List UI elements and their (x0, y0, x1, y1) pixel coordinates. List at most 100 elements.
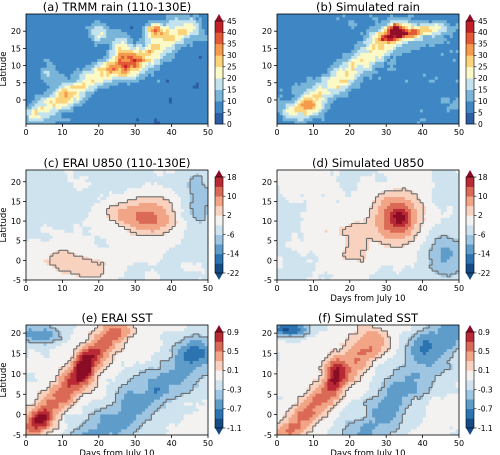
heatmap-cell (76, 40, 81, 45)
heatmap-cell (407, 64, 412, 68)
heatmap-cell (52, 190, 57, 195)
heatmap-cell (378, 25, 382, 30)
heatmap-cell (399, 120, 403, 124)
heatmap-cell (291, 16, 296, 21)
heatmap-cell (324, 34, 329, 39)
heatmap-cell (186, 108, 191, 113)
heatmap-cell (393, 117, 397, 122)
heatmap-cell (437, 85, 442, 89)
heatmap-cell (440, 52, 445, 56)
heatmap-cell (315, 28, 320, 33)
heatmap-cell (177, 111, 182, 116)
heatmap-cell (79, 37, 83, 42)
heatmap-cell (357, 85, 361, 89)
heatmap-cell (449, 102, 454, 107)
heatmap-cell (363, 99, 367, 104)
heatmap-cell (189, 55, 194, 59)
heatmap-cell (73, 117, 78, 122)
heatmap-cell (151, 43, 155, 48)
heatmap-cell (279, 70, 284, 74)
heatmap-cell (79, 114, 83, 119)
heatmap-cell (121, 79, 125, 83)
heatmap-cell (387, 46, 391, 50)
heatmap-cell (419, 67, 424, 71)
heatmap-cell (443, 93, 448, 98)
heatmap-cell (384, 120, 388, 124)
heatmap-cell (195, 61, 200, 65)
heatmap-cell (115, 25, 119, 30)
heatmap-cell (31, 88, 36, 92)
heatmap-cell (404, 90, 409, 95)
heatmap-cell (336, 105, 340, 110)
heatmap-cell (345, 70, 349, 74)
heatmap-cell (306, 88, 311, 92)
heatmap-cell (410, 120, 415, 124)
heatmap-cell (49, 22, 54, 27)
heatmap-cell (46, 82, 51, 86)
heatmap-cell (431, 25, 436, 30)
heatmap-cell (58, 79, 63, 83)
heatmap-cell (124, 105, 128, 110)
heatmap-cell (61, 111, 66, 116)
heatmap-cell (396, 99, 400, 104)
heatmap-cell (186, 58, 191, 62)
heatmap-cell (153, 70, 158, 74)
heatmap-cell (31, 276, 36, 280)
heatmap-cell (195, 14, 200, 18)
heatmap-cell (363, 93, 367, 98)
heatmap-cell (159, 43, 164, 48)
heatmap-cell (330, 76, 334, 80)
heatmap-cell (413, 49, 418, 53)
heatmap-cell (455, 46, 459, 50)
heatmap-cell (422, 99, 427, 104)
heatmap-cell (121, 58, 125, 62)
heatmap-cell (31, 217, 36, 221)
heatmap-cell (139, 76, 143, 80)
heatmap-cell (282, 25, 287, 30)
heatmap-cell (43, 14, 48, 18)
heatmap-cell (145, 79, 149, 83)
heatmap-cell (396, 58, 400, 62)
heatmap-cell (357, 37, 361, 42)
heatmap-cell (390, 102, 394, 107)
heatmap-cell (43, 202, 48, 206)
heatmap-cell (82, 73, 86, 77)
heatmap-cell (40, 88, 45, 92)
heatmap-cell (330, 88, 334, 92)
heatmap-cell (61, 120, 66, 124)
heatmap-cell (366, 73, 370, 77)
heatmap-cell (124, 111, 128, 116)
heatmap-cell (201, 114, 206, 119)
heatmap-cell (443, 28, 448, 33)
heatmap-cell (357, 88, 361, 92)
heatmap-cell (384, 105, 388, 110)
heatmap-cell (43, 229, 48, 233)
heatmap-cell (437, 37, 442, 42)
heatmap-cell (31, 170, 36, 174)
heatmap-cell (321, 85, 326, 89)
heatmap-cell (345, 67, 349, 71)
heatmap-cell (303, 64, 308, 68)
heatmap-cell (127, 76, 131, 80)
colorbar-segment (466, 55, 474, 68)
heatmap-cell (106, 28, 110, 33)
heatmap-cell (446, 90, 451, 95)
heatmap-cell (189, 52, 194, 56)
heatmap-cell (387, 52, 391, 56)
heatmap-cell (354, 70, 358, 74)
heatmap-cell (360, 73, 364, 77)
heatmap-cell (26, 205, 30, 209)
heatmap-cell (192, 114, 197, 119)
heatmap-cell (404, 85, 409, 89)
heatmap-cell (336, 99, 340, 104)
colorbar-segment (466, 101, 474, 113)
heatmap-cell (133, 25, 137, 30)
heatmap-cell (168, 46, 173, 50)
heatmap-cell (115, 105, 119, 110)
heatmap-cell (136, 43, 140, 48)
heatmap-cell (277, 46, 281, 50)
heatmap-cell (34, 208, 39, 212)
heatmap-cell (189, 64, 194, 68)
heatmap-cell (396, 22, 400, 27)
heatmap-cell (390, 93, 394, 98)
